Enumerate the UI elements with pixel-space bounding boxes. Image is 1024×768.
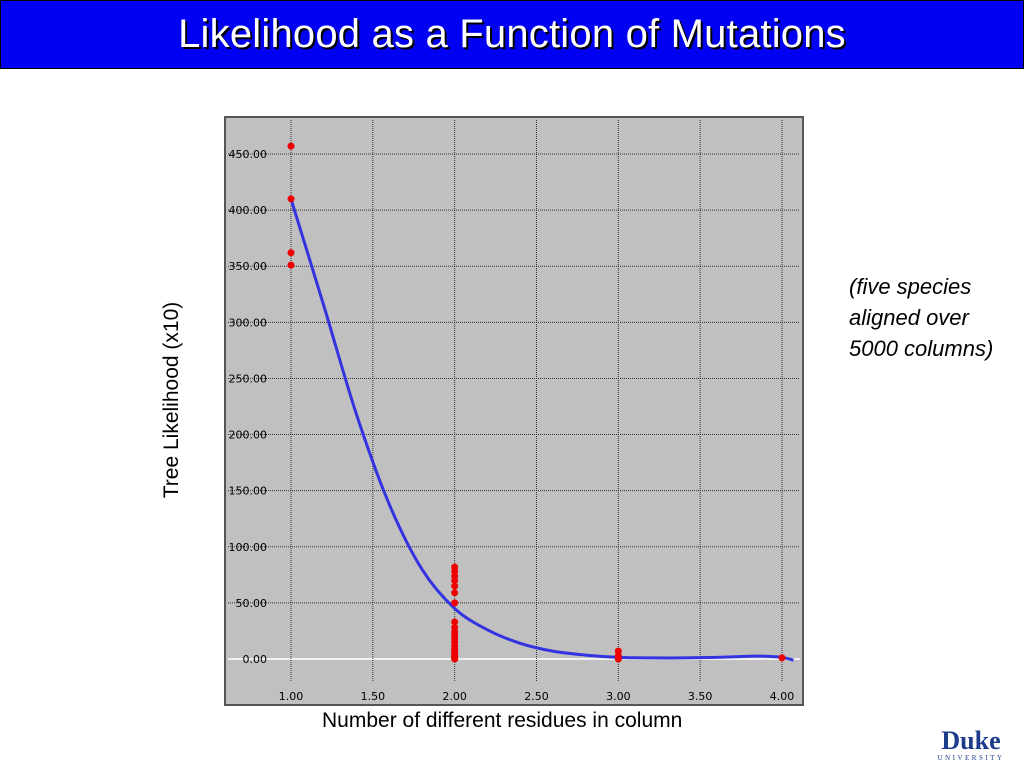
logo-subtext: UNIVERSITY — [937, 754, 1005, 762]
y-tick-label: 300.00 — [229, 316, 268, 329]
y-tick-label: 50.00 — [236, 597, 268, 610]
data-point — [778, 654, 786, 662]
fit-curve — [289, 198, 794, 662]
x-tick-label: 1.50 — [361, 690, 386, 703]
data-point — [451, 655, 459, 663]
x-tick-label: 4.00 — [770, 690, 795, 703]
annotation-note: (five species aligned over 5000 columns) — [849, 274, 994, 361]
data-point — [451, 599, 459, 607]
data-point — [287, 261, 295, 269]
data-point — [451, 589, 459, 597]
x-tick-label: 2.00 — [442, 690, 467, 703]
logo-wordmark: Duke — [941, 726, 1001, 755]
data-point — [287, 249, 295, 257]
y-tick-label: 350.00 — [229, 260, 268, 273]
y-tick-label: 450.00 — [229, 148, 268, 161]
data-point — [451, 618, 459, 626]
slide-title: Likelihood as a Function of Mutations — [178, 12, 846, 56]
x-tick-label: 1.00 — [279, 690, 304, 703]
data-point — [287, 195, 295, 203]
x-tick-label: 2.50 — [524, 690, 549, 703]
y-tick-label: 400.00 — [229, 204, 268, 217]
y-tick-label: 250.00 — [229, 372, 268, 385]
y-tick-label: 200.00 — [229, 429, 268, 442]
y-tick-label: 150.00 — [229, 485, 268, 498]
data-point — [614, 655, 622, 663]
duke-logo: Duke UNIVERSITY — [936, 726, 1006, 763]
plot-area — [224, 116, 804, 706]
data-point — [451, 576, 459, 584]
x-tick-label: 3.00 — [606, 690, 631, 703]
x-tick-label: 3.50 — [688, 690, 713, 703]
data-point — [287, 142, 295, 150]
data-point — [451, 582, 459, 590]
y-tick-label: 100.00 — [229, 541, 268, 554]
y-axis-label: Tree Likelihood (x10) — [160, 301, 183, 499]
title-bar: Likelihood as a Function of Mutations — [0, 0, 1024, 69]
x-axis-label: Number of different residues in column — [322, 709, 683, 732]
y-tick-label: 0.00 — [243, 653, 268, 666]
